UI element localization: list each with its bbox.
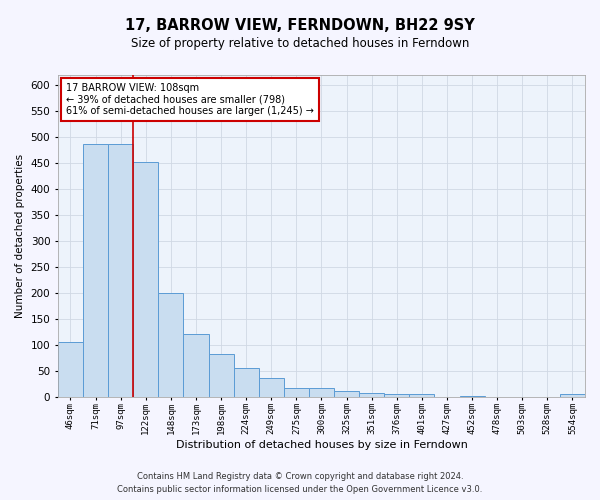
Bar bbox=[284, 388, 309, 396]
Bar bbox=[334, 392, 359, 396]
Text: 17, BARROW VIEW, FERNDOWN, BH22 9SY: 17, BARROW VIEW, FERNDOWN, BH22 9SY bbox=[125, 18, 475, 32]
Bar bbox=[384, 394, 409, 396]
X-axis label: Distribution of detached houses by size in Ferndown: Distribution of detached houses by size … bbox=[176, 440, 467, 450]
Bar bbox=[158, 293, 184, 397]
Bar bbox=[83, 144, 108, 397]
Bar bbox=[560, 394, 585, 396]
Text: Contains public sector information licensed under the Open Government Licence v3: Contains public sector information licen… bbox=[118, 485, 482, 494]
Bar bbox=[359, 393, 384, 396]
Bar bbox=[184, 334, 209, 396]
Y-axis label: Number of detached properties: Number of detached properties bbox=[15, 154, 25, 318]
Text: Size of property relative to detached houses in Ferndown: Size of property relative to detached ho… bbox=[131, 38, 469, 51]
Bar bbox=[259, 378, 284, 396]
Bar bbox=[108, 144, 133, 397]
Text: 17 BARROW VIEW: 108sqm
← 39% of detached houses are smaller (798)
61% of semi-de: 17 BARROW VIEW: 108sqm ← 39% of detached… bbox=[66, 83, 314, 116]
Bar bbox=[309, 388, 334, 396]
Bar bbox=[233, 368, 259, 396]
Bar bbox=[133, 162, 158, 396]
Bar bbox=[409, 394, 434, 396]
Bar bbox=[209, 354, 233, 397]
Text: Contains HM Land Registry data © Crown copyright and database right 2024.: Contains HM Land Registry data © Crown c… bbox=[137, 472, 463, 481]
Bar bbox=[58, 342, 83, 396]
